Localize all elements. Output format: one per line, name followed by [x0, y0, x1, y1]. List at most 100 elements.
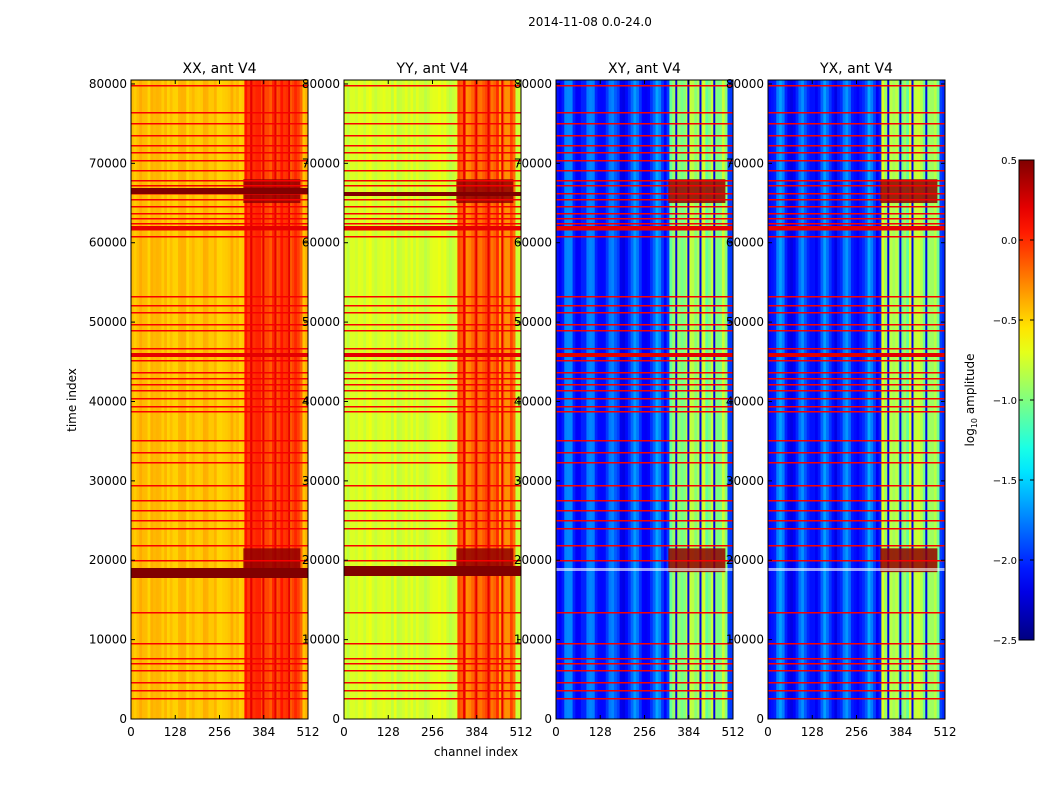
- flagged-row: [556, 348, 733, 350]
- flagged-row: [556, 510, 733, 512]
- flagged-row: [131, 135, 308, 137]
- flagged-row: [344, 112, 521, 114]
- y-tick-label: 80000: [726, 77, 764, 91]
- flagged-row: [556, 226, 733, 230]
- flagged-row: [344, 348, 521, 350]
- flagged-row: [768, 218, 945, 220]
- flagged-row: [556, 135, 733, 137]
- colorbar: 0.5 0.0 −0.5 −1.0 −1.5 −2.0 −2.5: [993, 156, 1035, 647]
- flagged-row: [131, 152, 308, 154]
- flagged-row: [131, 452, 308, 454]
- flagged-row: [344, 390, 521, 392]
- flagged-row: [768, 643, 945, 645]
- flagged-row: [768, 698, 945, 700]
- flagged-row: [556, 193, 733, 195]
- x-tick-label: 256: [845, 725, 868, 739]
- panel-4: YX, ant V4 0 128 256 384 512 0 10000 20000 30000 4…: [726, 61, 957, 739]
- flagged-row: [131, 670, 308, 672]
- flagged-row: [344, 452, 521, 454]
- colorbar-label-base: log: [963, 428, 977, 446]
- flagged-row: [768, 545, 945, 547]
- flagged-row: [556, 213, 733, 215]
- flagged-row: [768, 440, 945, 442]
- flagged-row: [344, 185, 521, 187]
- flagged-row: [131, 160, 308, 162]
- flagged-row: [556, 180, 733, 182]
- flagged-row: [556, 324, 733, 326]
- flagged-row: [344, 135, 521, 137]
- flagged-row: [768, 193, 945, 195]
- flagged-row: [344, 145, 521, 147]
- flagged-row: [556, 170, 733, 172]
- flagged-row: [344, 160, 521, 162]
- flagged-row: [131, 690, 308, 692]
- flagged-row: [768, 612, 945, 614]
- panels: XX, ant V4 0 128 256 384 512 0 10000 20000 30000 4…: [89, 61, 957, 739]
- x-tick-label: 0: [764, 725, 772, 739]
- flagged-row: [344, 223, 521, 225]
- panel-title: XX, ant V4: [183, 61, 257, 77]
- y-tick-label: 70000: [726, 156, 764, 170]
- flagged-row: [131, 170, 308, 172]
- flagged-row: [768, 462, 945, 464]
- flagged-row: [344, 485, 521, 487]
- x-tick-label: 256: [633, 725, 656, 739]
- flagged-row: [344, 123, 521, 125]
- flagged-row: [556, 305, 733, 307]
- flagged-row: [344, 170, 521, 172]
- flagged-row: [768, 135, 945, 137]
- colorbar-tick-label: −1.0: [993, 396, 1017, 407]
- y-tick-label: 10000: [302, 633, 340, 647]
- flagged-row: [768, 305, 945, 307]
- flagged-row: [131, 112, 308, 114]
- flagged-row: [344, 398, 521, 400]
- heatmap-image: [768, 80, 945, 719]
- flagged-row: [768, 406, 945, 408]
- panel-2: YY, ant V4 0 128 256 384 512 0 10000 20000 30000 4…: [302, 61, 533, 739]
- colorbar-tick-label: −2.0: [993, 556, 1017, 567]
- flagged-row: [344, 180, 521, 182]
- flagged-row: [344, 560, 521, 562]
- flagged-row: [556, 145, 733, 147]
- flagged-row: [131, 312, 308, 314]
- x-tick-label: 512: [297, 725, 320, 739]
- panel-title: YX, ant V4: [819, 61, 893, 77]
- flagged-row: [768, 682, 945, 684]
- flagged-row: [344, 296, 521, 298]
- flagged-row: [131, 206, 308, 208]
- flagged-row: [131, 378, 308, 380]
- flagged-row: [556, 85, 733, 87]
- flagged-row: [344, 330, 521, 332]
- flagged-row: [131, 330, 308, 332]
- y-axis-label: time index: [65, 368, 79, 432]
- flagged-row: [344, 384, 521, 386]
- y-tick-label: 40000: [726, 394, 764, 408]
- flagged-row: [768, 236, 945, 238]
- flagged-row: [344, 698, 521, 700]
- flagged-row: [768, 398, 945, 400]
- flagged-row: [768, 213, 945, 215]
- flagged-row: [344, 312, 521, 314]
- flagged-row: [344, 353, 521, 357]
- flagged-row: [556, 406, 733, 408]
- y-tick-label: 70000: [302, 156, 340, 170]
- flagged-row: [344, 462, 521, 464]
- flagged-row: [768, 199, 945, 201]
- flagged-row: [344, 85, 521, 87]
- flagged-row: [131, 223, 308, 225]
- flagged-row: [768, 170, 945, 172]
- flagged-row: [556, 440, 733, 442]
- flagged-row: [556, 670, 733, 672]
- flagged-row: [344, 643, 521, 645]
- flagged-row: [131, 296, 308, 298]
- y-tick-label: 20000: [89, 553, 127, 567]
- flagged-row: [131, 199, 308, 201]
- flagged-row: [768, 528, 945, 530]
- flagged-row: [556, 312, 733, 314]
- colorbar-tick-label: 0.5: [1001, 156, 1017, 167]
- colorbar-label: log10 amplitude: [963, 354, 979, 447]
- flagged-row: [768, 485, 945, 487]
- y-tick-label: 0: [332, 712, 340, 726]
- flagged-row: [344, 682, 521, 684]
- flagged-row: [131, 390, 308, 392]
